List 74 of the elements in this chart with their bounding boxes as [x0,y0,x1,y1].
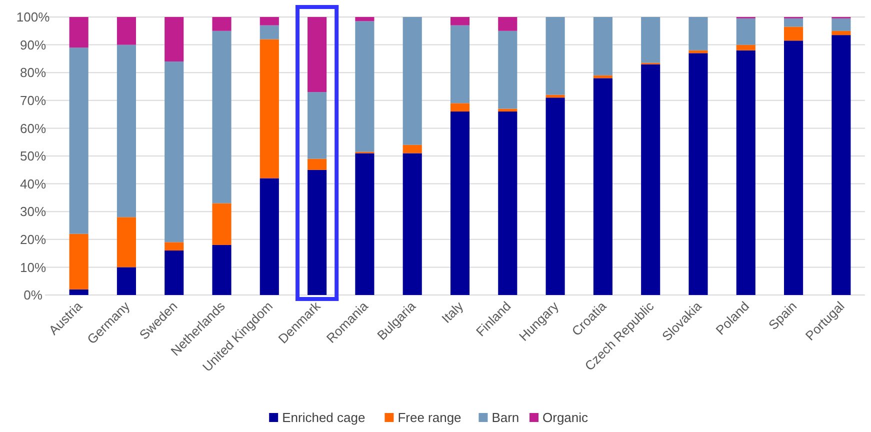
bar [688,17,708,50]
y-tick-label: 100% [16,10,50,25]
bar [355,21,374,152]
bar [212,30,232,204]
y-tick-label: 50% [20,148,46,164]
bar [69,48,88,234]
bar [69,234,88,290]
bar [308,17,327,92]
bar [832,30,851,36]
bar [212,17,232,31]
bar [450,25,470,104]
bar [546,94,565,98]
bar [164,61,184,242]
bar [450,17,470,26]
bar [546,98,565,295]
bar [164,242,184,251]
bar [355,153,374,295]
bar [402,144,422,154]
bar [450,103,470,112]
bar [736,18,756,45]
bar [260,25,279,40]
legend-label: Barn [492,410,520,425]
bar [498,17,518,31]
y-tick-label: 0% [24,288,43,303]
bar [116,217,136,268]
bar [69,17,88,48]
bar [593,78,612,295]
bar [402,17,422,145]
bar [212,203,232,245]
legend-label: Enriched cage [282,410,366,425]
y-tick-label: 30% [20,204,46,220]
x-tick-label: Italy [438,298,466,326]
bar [593,17,612,76]
bar [308,158,327,170]
y-tick-label: 20% [20,232,46,247]
bar [116,44,136,218]
bar [832,18,851,31]
bar [688,50,708,54]
bar [736,50,756,295]
bar [688,53,708,295]
y-tick-label: 10% [20,260,46,275]
bar [784,18,804,27]
bar [402,153,422,295]
bar [498,108,518,112]
bar [450,112,470,295]
y-tick-label: 60% [20,120,46,136]
bar [784,26,804,41]
bar [212,244,232,295]
bar [641,64,660,295]
bar [546,17,565,95]
bar [116,267,136,295]
bar [164,250,184,295]
y-tick-label: 70% [20,92,46,108]
bar [260,178,279,295]
bar [498,30,518,109]
bar [736,44,756,50]
bar [784,40,804,295]
legend-label: Free range [398,410,462,425]
bar [260,39,279,178]
bar [260,17,279,26]
bar [832,35,851,295]
bar [308,170,327,295]
bar [641,17,660,63]
bar [164,17,184,62]
bar [308,92,327,159]
bar [69,289,88,295]
bar [116,17,136,45]
y-tick-label: 90% [20,37,46,52]
y-tick-label: 80% [20,65,46,80]
bar [593,75,612,78]
bar [355,17,374,22]
bar [498,112,518,295]
y-tick-label: 40% [20,176,46,192]
legend-label: Organic [542,410,589,425]
